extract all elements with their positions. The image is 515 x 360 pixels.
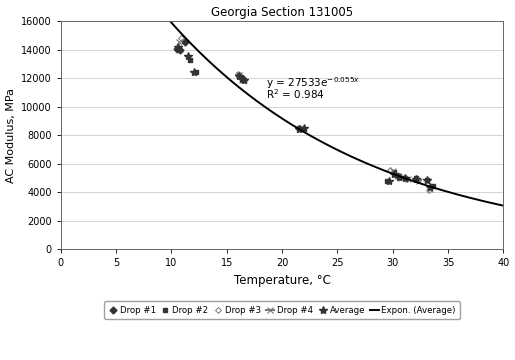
Drop #2 — [236, 73, 242, 77]
Y-axis label: AC Modulus, MPa: AC Modulus, MPa — [6, 87, 15, 183]
Average — [391, 172, 397, 176]
Drop #2 — [402, 176, 408, 180]
Drop #2 — [430, 184, 436, 189]
Line: Drop #4: Drop #4 — [176, 39, 433, 193]
Average — [427, 185, 434, 189]
Legend: Drop #1, Drop #2, Drop #3, Drop #4, Average, Expon. (Average): Drop #1, Drop #2, Drop #3, Drop #4, Aver… — [104, 301, 460, 319]
Drop #2 — [242, 78, 248, 82]
Expon. (Average) — [420, 182, 426, 186]
Drop #2 — [384, 179, 390, 184]
Text: R$^2$ = 0.984: R$^2$ = 0.984 — [266, 88, 324, 102]
Text: y = 27533e$^{-0.055x}$: y = 27533e$^{-0.055x}$ — [266, 75, 359, 91]
Drop #4 — [239, 77, 245, 82]
Drop #4 — [398, 176, 404, 180]
Line: Drop #1: Drop #1 — [175, 39, 187, 53]
Drop #2 — [296, 126, 302, 130]
Drop #1 — [182, 40, 188, 44]
Drop #3 — [415, 177, 421, 182]
Average — [236, 73, 242, 78]
Average — [185, 54, 191, 58]
Line: Expon. (Average): Expon. (Average) — [61, 0, 503, 206]
Drop #1 — [177, 48, 183, 53]
Drop #2 — [238, 76, 245, 81]
Average — [301, 126, 307, 130]
Drop #3 — [387, 168, 393, 172]
Drop #4 — [405, 177, 411, 181]
Drop #3 — [425, 188, 432, 192]
Drop #3 — [297, 126, 303, 130]
Line: Drop #2: Drop #2 — [188, 57, 435, 189]
Drop #2 — [391, 170, 397, 175]
Line: Average: Average — [174, 43, 435, 191]
Drop #3 — [235, 72, 241, 76]
Average — [296, 127, 302, 131]
Average — [413, 177, 419, 181]
Drop #2 — [193, 69, 199, 74]
Drop #4 — [390, 169, 396, 173]
Drop #4 — [236, 72, 242, 77]
Expon. (Average) — [321, 141, 328, 145]
Average — [241, 78, 247, 82]
Drop #4 — [426, 187, 433, 192]
Expon. (Average) — [490, 201, 496, 206]
X-axis label: Temperature, °C: Temperature, °C — [234, 274, 331, 287]
Drop #3 — [392, 173, 399, 177]
Drop #4 — [394, 174, 401, 178]
Drop #3 — [238, 76, 244, 81]
Drop #3 — [397, 175, 403, 179]
Drop #2 — [187, 58, 194, 62]
Expon. (Average) — [500, 203, 506, 208]
Drop #2 — [413, 176, 419, 181]
Drop #3 — [403, 176, 409, 181]
Drop #1 — [174, 47, 180, 51]
Drop #3 — [178, 36, 184, 40]
Average — [396, 175, 402, 179]
Drop #2 — [396, 174, 402, 178]
Average — [386, 179, 392, 183]
Drop #4 — [297, 127, 303, 131]
Average — [191, 70, 197, 74]
Expon. (Average) — [297, 128, 303, 132]
Average — [424, 178, 430, 182]
Expon. (Average) — [270, 111, 277, 115]
Drop #2 — [424, 178, 430, 182]
Title: Georgia Section 131005: Georgia Section 131005 — [211, 5, 353, 19]
Average — [402, 176, 408, 180]
Expon. (Average) — [268, 109, 274, 113]
Average — [238, 77, 245, 81]
Line: Drop #3: Drop #3 — [179, 36, 431, 192]
Average — [175, 45, 181, 50]
Drop #4 — [176, 40, 182, 45]
Drop #4 — [416, 179, 422, 183]
